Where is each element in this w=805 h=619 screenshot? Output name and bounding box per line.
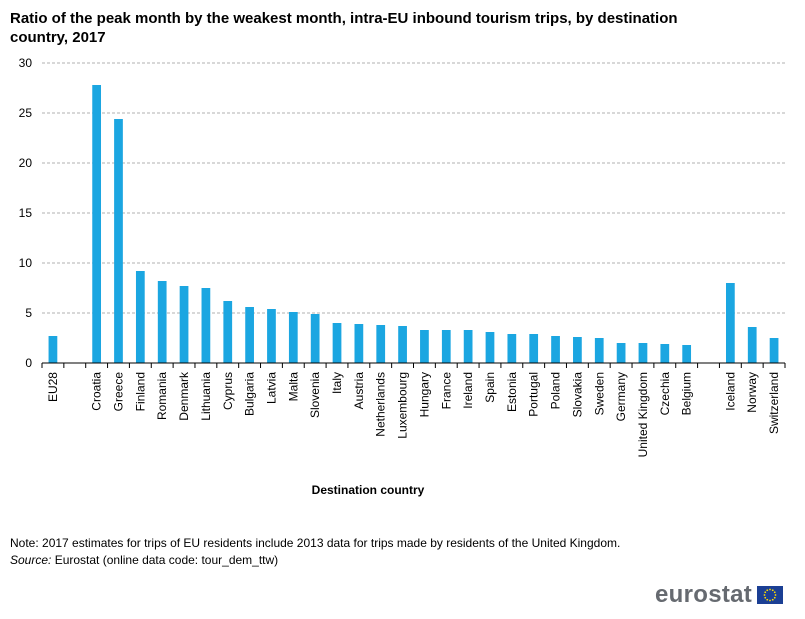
bar bbox=[725, 283, 735, 363]
x-tick-label: United Kingdom bbox=[636, 372, 650, 457]
logo-text: eurostat bbox=[655, 581, 753, 608]
x-axis-title: Destination country bbox=[312, 483, 425, 497]
bar bbox=[310, 314, 320, 363]
flag-star bbox=[764, 591, 767, 594]
flag-star bbox=[773, 596, 776, 599]
x-tick-label: Denmark bbox=[177, 371, 191, 421]
bar bbox=[179, 286, 189, 363]
flag-star bbox=[766, 589, 769, 592]
axes bbox=[41, 362, 786, 368]
eu-flag-icon bbox=[757, 586, 784, 604]
flag-star bbox=[766, 598, 769, 601]
x-tick-label: Spain bbox=[483, 372, 497, 403]
x-tick-label: Sweden bbox=[592, 372, 606, 415]
y-tick-label: 0 bbox=[25, 356, 32, 370]
x-tick-label: EU28 bbox=[46, 372, 60, 402]
bar bbox=[332, 323, 342, 363]
x-tick-label: Malta bbox=[286, 372, 300, 402]
x-tick-label: Latvia bbox=[264, 372, 278, 404]
bar bbox=[223, 301, 233, 363]
flag-star bbox=[763, 594, 766, 596]
bar bbox=[594, 338, 604, 363]
x-tick-label: Belgium bbox=[680, 372, 694, 415]
chart-title: Ratio of the peak month by the weakest m… bbox=[10, 10, 678, 46]
source-line: Source: Eurostat (online data code: tour… bbox=[10, 553, 278, 567]
x-tick-label: Netherlands bbox=[374, 372, 388, 437]
gridlines bbox=[42, 62, 785, 314]
bar bbox=[551, 336, 560, 363]
eurostat-logo: eurostat bbox=[655, 581, 784, 609]
x-tick-label: Poland bbox=[549, 372, 563, 409]
x-tick-label: Czechia bbox=[658, 372, 672, 416]
bar bbox=[420, 330, 429, 363]
x-tick-label: Portugal bbox=[527, 372, 541, 417]
x-tick-label: Romania bbox=[155, 372, 169, 420]
source-text: Eurostat (online data code: tour_dem_ttw… bbox=[54, 553, 279, 567]
y-tick-label: 5 bbox=[25, 306, 32, 320]
x-tick-label: Norway bbox=[745, 372, 759, 413]
x-tick-label: Slovenia bbox=[308, 372, 322, 418]
bar bbox=[485, 332, 495, 363]
bar bbox=[48, 336, 58, 363]
bar bbox=[682, 345, 692, 363]
bar bbox=[573, 337, 582, 363]
bar bbox=[638, 343, 648, 363]
source-label: Source: bbox=[10, 553, 52, 567]
bar bbox=[135, 271, 145, 363]
x-tick-label: Estonia bbox=[505, 372, 519, 412]
bar bbox=[267, 309, 276, 363]
y-tick-label: 25 bbox=[19, 106, 33, 120]
bar bbox=[660, 344, 670, 363]
bar bbox=[398, 326, 407, 363]
labels: 0 5 10 15 20 25 30 EU28 Croatia Greece Finland Roma… bbox=[19, 56, 781, 457]
bar bbox=[529, 334, 539, 363]
bar bbox=[616, 343, 626, 363]
bar bbox=[92, 85, 102, 363]
y-tick-label: 30 bbox=[19, 56, 33, 70]
x-tick-label: Switzerland bbox=[767, 372, 781, 434]
flag-star bbox=[771, 598, 774, 601]
x-tick-label: Slovakia bbox=[570, 372, 584, 418]
y-tick-label: 10 bbox=[19, 256, 33, 270]
x-tick-label: Hungary bbox=[417, 372, 431, 417]
bars bbox=[48, 85, 779, 363]
footnote: Note: 2017 estimates for trips of EU res… bbox=[10, 536, 621, 550]
bar bbox=[114, 119, 123, 363]
x-tick-label: Iceland bbox=[723, 372, 737, 411]
bar-chart: 0 5 10 15 20 25 30 EU28 Croatia Greece Finland Roma… bbox=[19, 56, 786, 497]
bar bbox=[245, 307, 254, 363]
flag-star bbox=[769, 588, 771, 591]
bar bbox=[463, 330, 473, 363]
x-tick-label: Austria bbox=[352, 372, 366, 410]
x-tick-label: Lithuania bbox=[199, 372, 213, 421]
bar bbox=[507, 334, 517, 363]
flag-star bbox=[764, 596, 767, 599]
x-tick-label: Luxembourg bbox=[396, 372, 410, 439]
bar bbox=[354, 324, 364, 363]
bar bbox=[769, 338, 779, 363]
bar bbox=[747, 327, 757, 363]
x-tick-label: France bbox=[439, 372, 453, 410]
x-tick-label: Germany bbox=[614, 372, 628, 421]
x-tick-label: Italy bbox=[330, 372, 344, 394]
x-tick-label: Cyprus bbox=[221, 372, 235, 410]
bar bbox=[376, 325, 386, 363]
flag-star bbox=[771, 589, 774, 592]
bar bbox=[157, 281, 167, 363]
y-tick-label: 20 bbox=[19, 156, 33, 170]
x-tick-label: Bulgaria bbox=[243, 372, 257, 416]
bar bbox=[201, 288, 211, 363]
x-tick-label: Finland bbox=[133, 372, 147, 411]
bar bbox=[288, 312, 298, 363]
x-tick-label: Ireland bbox=[461, 372, 475, 409]
flag-star bbox=[774, 594, 777, 596]
y-tick-label: 15 bbox=[19, 206, 33, 220]
x-tick-label: Greece bbox=[111, 372, 125, 412]
x-tick-label: Croatia bbox=[90, 372, 104, 411]
flag-star bbox=[769, 599, 771, 602]
bar bbox=[441, 330, 451, 363]
flag-star bbox=[773, 591, 776, 594]
